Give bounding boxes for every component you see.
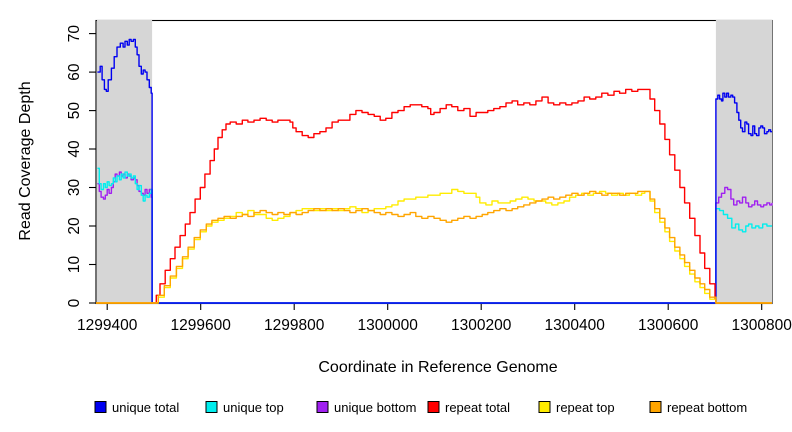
y-tick-label: 60: [66, 63, 83, 81]
legend-swatch: [205, 401, 218, 413]
y-axis: 0 10 20 30 40 50 60 70: [66, 25, 96, 307]
series-line-unique-total: [97, 38, 772, 304]
series-line-repeat-top: [96, 188, 772, 304]
y-tick-label: 0: [66, 298, 83, 307]
legend-label: unique bottom: [334, 400, 416, 415]
y-axis-title: Read Coverage Depth: [17, 81, 34, 240]
legend-item-unique-total: unique total: [94, 400, 179, 415]
x-axis: 1299400 1299600 1299800 1300000 1300200 13004…: [77, 303, 792, 334]
y-tick-label: 50: [66, 102, 83, 120]
y-tick-label: 40: [66, 140, 83, 158]
x-tick-label: 1300400: [545, 317, 606, 334]
x-tick-label: 1299800: [264, 317, 325, 334]
legend-swatch: [316, 401, 329, 413]
legend-swatch: [427, 401, 440, 413]
y-tick-label: 70: [66, 25, 83, 43]
x-tick-label: 1299600: [171, 317, 232, 334]
legend-label: unique top: [223, 400, 284, 415]
series-line-repeat-bottom: [96, 190, 772, 304]
legend-item-repeat-top: repeat top: [538, 400, 615, 415]
y-tick-label: 20: [66, 217, 83, 235]
legend-label: repeat total: [445, 400, 510, 415]
series-line-unique-top: [97, 167, 772, 304]
y-tick-label: 30: [66, 179, 83, 197]
y-tick-label: 10: [66, 256, 83, 274]
legend-item-unique-top: unique top: [205, 400, 284, 415]
x-tick-label: 1300000: [358, 317, 419, 334]
x-tick-label: 1299400: [77, 317, 138, 334]
series-line-repeat-total: [96, 88, 772, 304]
legend-item-repeat-bottom: repeat bottom: [649, 400, 747, 415]
legend-label: unique total: [112, 400, 179, 415]
legend-swatch: [649, 401, 662, 413]
x-tick-label: 1300800: [732, 317, 792, 334]
legend-swatch: [94, 401, 107, 413]
plot-box: [95, 19, 773, 305]
unique-region-bands: [96, 19, 772, 303]
legend-item-unique-bottom: unique bottom: [316, 400, 416, 415]
shaded-region: [715, 19, 772, 303]
shaded-region: [96, 19, 153, 303]
x-axis-title: Coordinate in Reference Genome: [318, 359, 557, 376]
series-lines: [96, 38, 773, 304]
legend-item-repeat-total: repeat total: [427, 400, 510, 415]
legend-swatch: [538, 401, 551, 413]
legend-label: repeat top: [556, 400, 615, 415]
x-tick-label: 1300200: [451, 317, 512, 334]
legend: unique total unique top unique bottom repea…: [94, 400, 747, 415]
legend-label: repeat bottom: [667, 400, 747, 415]
x-tick-label: 1300600: [638, 317, 699, 334]
